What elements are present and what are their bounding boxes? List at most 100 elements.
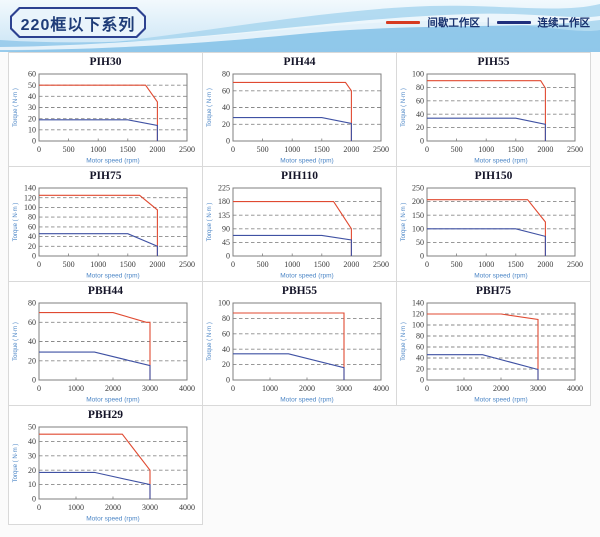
y-tick-label: 20 bbox=[416, 365, 424, 374]
x-axis-label: Motor speed (rpm) bbox=[474, 397, 527, 404]
x-tick-label: 1000 bbox=[68, 503, 84, 512]
x-tick-label: 1000 bbox=[90, 145, 106, 154]
y-tick-label: 40 bbox=[416, 110, 424, 119]
legend: 间歇工作区 | 连续工作区 bbox=[386, 15, 590, 30]
y-tick-label: 30 bbox=[28, 451, 36, 460]
x-tick-label: 2000 bbox=[105, 384, 121, 393]
x-tick-label: 1000 bbox=[262, 384, 278, 393]
y-tick-label: 80 bbox=[28, 299, 36, 308]
x-tick-label: 2500 bbox=[179, 145, 195, 154]
intermittent-curve bbox=[427, 199, 546, 256]
x-tick-label: 500 bbox=[257, 145, 269, 154]
x-tick-label: 4000 bbox=[373, 384, 389, 393]
y-tick-label: 0 bbox=[420, 376, 424, 385]
y-tick-label: 40 bbox=[416, 354, 424, 363]
x-tick-label: 2000 bbox=[537, 260, 553, 269]
y-tick-label: 135 bbox=[218, 211, 230, 220]
y-tick-label: 100 bbox=[412, 70, 424, 79]
y-tick-label: 60 bbox=[222, 329, 230, 338]
x-tick-label: 2000 bbox=[105, 503, 121, 512]
y-tick-label: 40 bbox=[28, 232, 36, 241]
y-axis-label: Torque ( N·m ) bbox=[207, 203, 213, 242]
y-tick-label: 0 bbox=[420, 137, 424, 146]
intermittent-curve bbox=[233, 312, 345, 380]
x-tick-label: 2000 bbox=[343, 260, 359, 269]
y-axis-label: Torque ( N·m ) bbox=[401, 203, 407, 242]
chart-title: PBH55 bbox=[281, 285, 318, 297]
plot-frame bbox=[232, 187, 382, 257]
y-tick-label: 0 bbox=[226, 137, 230, 146]
x-tick-label: 500 bbox=[451, 260, 463, 269]
y-tick-label: 100 bbox=[218, 299, 230, 308]
intermittent-curve bbox=[39, 433, 151, 499]
y-tick-label: 150 bbox=[412, 211, 424, 220]
torque-speed-chart: 0 20 40 60 80 0 1000 2000 3000 4000 Motor speed (r… bbox=[13, 299, 195, 404]
torque-speed-chart: 0 20 40 60 80 100 120 140 0 1000 2000 3000 4000 Motor… bbox=[401, 299, 583, 404]
legend-label-intermittent: 间歇工作区 bbox=[427, 17, 480, 29]
x-tick-label: 0 bbox=[231, 145, 235, 154]
x-tick-label: 2000 bbox=[493, 384, 509, 393]
legend-separator: | bbox=[486, 17, 490, 28]
chart-title: PBH44 bbox=[87, 285, 124, 297]
x-tick-label: 2000 bbox=[149, 145, 165, 154]
y-tick-label: 30 bbox=[28, 103, 36, 112]
y-tick-label: 0 bbox=[32, 495, 36, 504]
x-axis-label: Motor speed (rpm) bbox=[280, 273, 333, 280]
torque-speed-chart: 0 10 20 30 40 50 60 0 500 1000 1500 2000 2500 Motor s… bbox=[13, 70, 195, 165]
y-tick-label: 120 bbox=[24, 193, 36, 202]
chart-cell-pih75: PIH75 0 20 40 60 80 100 120 140 0 500 1000 1500 2000 2… bbox=[8, 166, 203, 282]
chart-cell-pbh55: PBH55 0 20 40 60 80 100 0 1000 2000 3000 4000 Motor … bbox=[202, 281, 397, 406]
chart-grid: PIH30 0 10 20 30 40 50 60 0 500 1000 1500 2000 2500 Mo… bbox=[8, 52, 593, 527]
continuous-curve bbox=[39, 471, 151, 499]
x-tick-label: 1500 bbox=[508, 145, 524, 154]
x-axis-label: Motor speed (rpm) bbox=[280, 158, 333, 165]
y-tick-label: 100 bbox=[412, 321, 424, 330]
y-tick-label: 140 bbox=[412, 299, 424, 308]
y-tick-label: 45 bbox=[222, 238, 230, 247]
plot-frame bbox=[232, 302, 382, 381]
chart-title: PBH29 bbox=[87, 409, 124, 421]
continuous-curve bbox=[427, 354, 539, 380]
chart-title: PIH75 bbox=[89, 170, 122, 182]
chart-title: PIH55 bbox=[477, 56, 510, 68]
y-tick-label: 20 bbox=[28, 114, 36, 123]
x-tick-label: 0 bbox=[37, 145, 41, 154]
x-tick-label: 1000 bbox=[478, 145, 494, 154]
y-tick-label: 60 bbox=[28, 223, 36, 232]
x-axis-label: Motor speed (rpm) bbox=[86, 158, 139, 165]
x-tick-label: 500 bbox=[257, 260, 269, 269]
chart-cell-pih110: PIH110 0 45 90 135 180 225 0 500 1000 1500 2000 2500… bbox=[202, 166, 397, 282]
x-tick-label: 3000 bbox=[142, 384, 158, 393]
chart-title: PIH44 bbox=[283, 56, 316, 68]
y-tick-label: 0 bbox=[32, 137, 36, 146]
x-tick-label: 1000 bbox=[478, 260, 494, 269]
x-tick-label: 2000 bbox=[299, 384, 315, 393]
x-axis-label: Motor speed (rpm) bbox=[474, 158, 527, 165]
x-tick-label: 0 bbox=[37, 384, 41, 393]
y-tick-label: 20 bbox=[28, 242, 36, 251]
continuous-curve bbox=[39, 119, 158, 141]
continuous-curve bbox=[427, 228, 546, 256]
x-tick-label: 0 bbox=[231, 260, 235, 269]
plot-frame bbox=[38, 187, 188, 257]
chart-cell-pih44: PIH44 0 20 40 60 80 0 500 1000 1500 2000 2500 Motor … bbox=[202, 52, 397, 167]
series-title-box-inner: 220框以下系列 bbox=[12, 9, 144, 36]
x-tick-label: 0 bbox=[425, 384, 429, 393]
chart-title: PIH150 bbox=[474, 170, 513, 182]
y-axis-label: Torque ( N·m ) bbox=[401, 322, 407, 361]
continuous-curve bbox=[39, 351, 151, 380]
x-tick-label: 2500 bbox=[567, 260, 583, 269]
y-tick-label: 60 bbox=[28, 318, 36, 327]
chart-cell-pih30: PIH30 0 10 20 30 40 50 60 0 500 1000 1500 2000 2500 Mo… bbox=[8, 52, 203, 167]
x-tick-label: 1500 bbox=[508, 260, 524, 269]
y-tick-label: 40 bbox=[28, 92, 36, 101]
y-tick-label: 0 bbox=[226, 252, 230, 261]
x-tick-label: 1500 bbox=[314, 260, 330, 269]
continuous-curve bbox=[427, 117, 546, 141]
y-tick-label: 225 bbox=[218, 184, 230, 193]
torque-speed-chart: 0 45 90 135 180 225 0 500 1000 1500 2000 2500 Motor … bbox=[207, 184, 389, 280]
